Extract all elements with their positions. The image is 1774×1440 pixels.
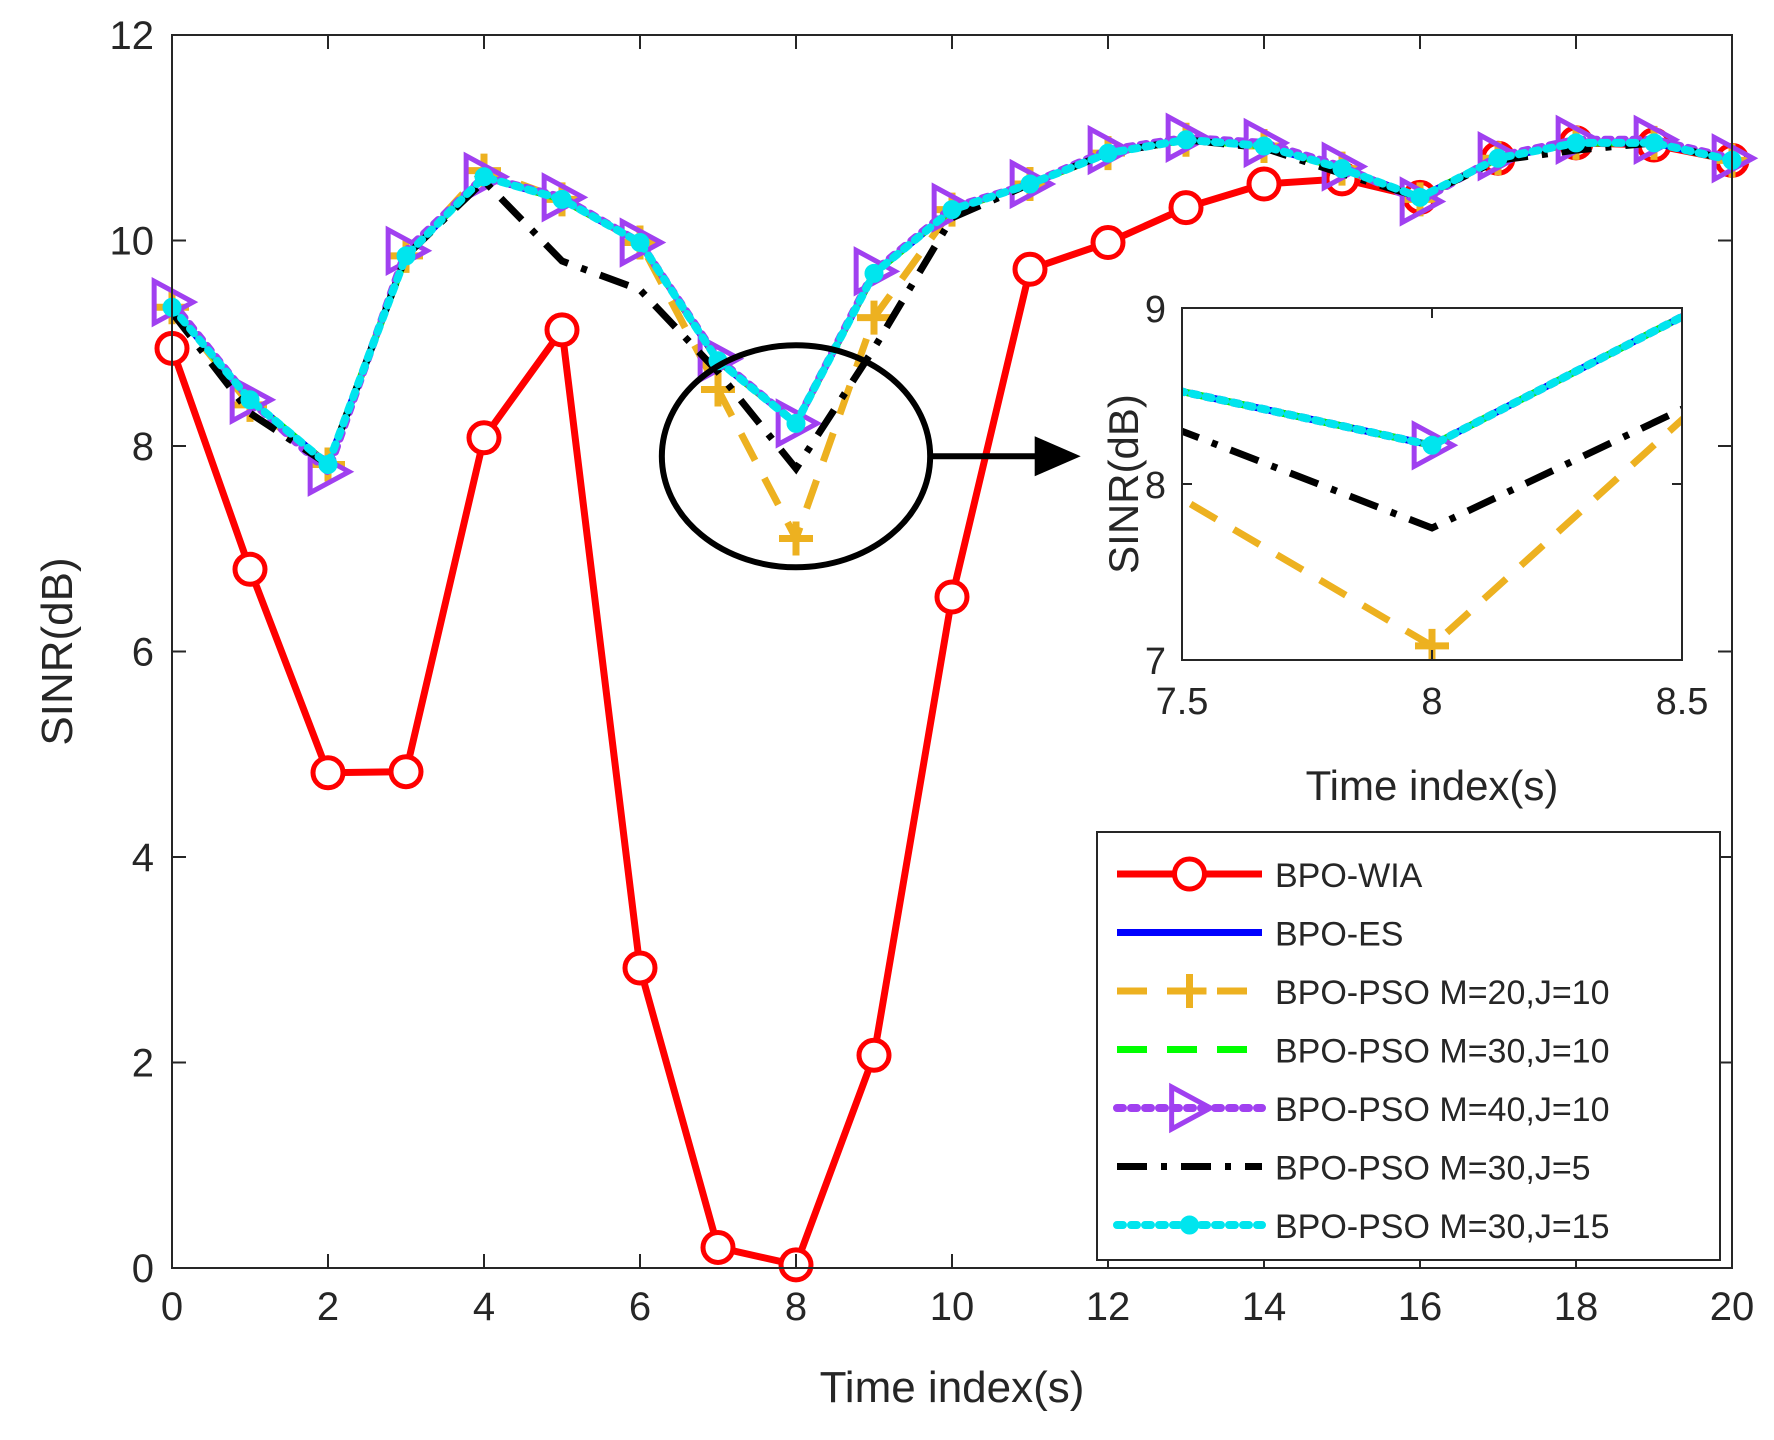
legend-label: BPO-PSO M=20,J=10 bbox=[1275, 974, 1610, 1012]
data-point-bpo-wia-14 bbox=[1246, 166, 1282, 202]
legend-label: BPO-PSO M=30,J=15 bbox=[1275, 1208, 1610, 1246]
inset-series-bpo-pso-m-30-j-5 bbox=[1182, 405, 1682, 532]
legend-swatch-marker bbox=[1172, 974, 1207, 1008]
y-tick-label: 10 bbox=[110, 220, 155, 264]
data-point-bpo-wia-2 bbox=[310, 755, 346, 791]
data-point-bpo-wia-11 bbox=[1012, 251, 1048, 287]
legend-entry-bpo-es: BPO-ES bbox=[1117, 916, 1403, 954]
data-point-bpo-wia-10 bbox=[934, 579, 970, 615]
inset-series-bpo-pso-m-30-j-15 bbox=[1182, 312, 1682, 455]
data-point-bpo-pso-m-30-j-15-4 bbox=[474, 167, 494, 187]
legend: BPO-WIA BPO-ES BPO-PSO M=20,J=10 BPO-PSO M=… bbox=[1096, 831, 1721, 1261]
tick-group: 0 2 4 6 8 10 12 14 16 18 20 0 2 4 6 8 10 12 bbox=[110, 14, 1755, 1329]
data-point-bpo-pso-m-40-j-10-6 bbox=[619, 217, 667, 268]
legend-entry-bpo-wia: BPO-WIA bbox=[1117, 856, 1423, 895]
series-group bbox=[151, 112, 1759, 1283]
inset-y-tick-label: 8 bbox=[1145, 465, 1166, 507]
legend-entry-bpo-pso-m-30-j-15: BPO-PSO M=30,J=15 bbox=[1113, 1208, 1610, 1246]
legend-entry-bpo-pso-m-30-j-10: BPO-PSO M=30,J=10 bbox=[1117, 1033, 1610, 1071]
data-point-bpo-pso-m-30-j-15-5 bbox=[552, 189, 572, 209]
data-point-bpo-pso-m-30-j-15-9 bbox=[864, 263, 884, 283]
y-tick-label: 4 bbox=[132, 836, 154, 880]
inset-y-axis-title: SINR(dB) bbox=[1100, 394, 1147, 574]
x-tick-label: 8 bbox=[785, 1285, 807, 1329]
data-point-bpo-pso-m-20-j-10-9 bbox=[857, 300, 891, 335]
y-tick-label: 6 bbox=[132, 631, 154, 675]
y-tick-label: 0 bbox=[132, 1247, 154, 1291]
data-point-bpo-pso-m-30-j-15-17 bbox=[1488, 148, 1508, 168]
data-point-bpo-wia-7 bbox=[700, 1229, 736, 1265]
data-point-bpo-pso-m-30-j-15-14 bbox=[1254, 136, 1274, 156]
inset-x-tick-label: 7.5 bbox=[1156, 681, 1209, 723]
x-tick-label: 18 bbox=[1554, 1285, 1599, 1329]
legend-swatch-marker bbox=[1169, 1082, 1216, 1134]
x-tick-label: 16 bbox=[1398, 1285, 1443, 1329]
annotation-group bbox=[658, 342, 1081, 571]
y-tick-label: 12 bbox=[110, 14, 155, 58]
data-point-bpo-wia-13 bbox=[1168, 190, 1204, 226]
zoom-arrow-head bbox=[1034, 436, 1081, 477]
legend-label: BPO-PSO M=30,J=10 bbox=[1275, 1033, 1610, 1071]
legend-entry-bpo-pso-m-20-j-10: BPO-PSO M=20,J=10 bbox=[1117, 974, 1610, 1012]
data-point-bpo-wia-3 bbox=[388, 754, 424, 790]
data-point-bpo-pso-m-20-j-10-8 bbox=[779, 521, 813, 556]
inset-x-tick-label: 8 bbox=[1421, 681, 1442, 723]
inset-y-tick-label: 7 bbox=[1145, 641, 1166, 683]
inset-tick-group: 7.5 8 8.5 7 8 9 bbox=[1145, 289, 1709, 723]
data-point-bpo-wia-4 bbox=[466, 420, 502, 456]
legend-label: BPO-WIA bbox=[1275, 857, 1423, 895]
data-point-bpo-wia-9 bbox=[856, 1037, 892, 1073]
legend-label: BPO-PSO M=40,J=10 bbox=[1275, 1091, 1610, 1129]
inset-plot: 7.5 8 8.5 7 8 9 Time index(s) SINR(dB) bbox=[1100, 289, 1709, 809]
data-point-bpo-pso-m-30-j-15-8 bbox=[786, 413, 806, 433]
x-tick-label: 4 bbox=[473, 1285, 495, 1329]
y-tick-label: 8 bbox=[132, 425, 154, 469]
data-point-bpo-pso-m-30-j-15-11 bbox=[1020, 174, 1040, 194]
data-point-bpo-pso-m-30-j-15-15 bbox=[1332, 159, 1352, 179]
data-point-bpo-pso-m-30-j-15-1 bbox=[240, 390, 260, 410]
inset-series-line-bpo-pso-m-30-j-5 bbox=[1182, 405, 1682, 532]
data-point-bpo-pso-m-30-j-15-3 bbox=[396, 246, 416, 266]
y-tick-label: 2 bbox=[132, 1042, 154, 1086]
inset-y-tick-label: 9 bbox=[1145, 289, 1166, 331]
inset-plot-area bbox=[1182, 308, 1682, 660]
x-tick-label: 12 bbox=[1086, 1285, 1131, 1329]
data-point-bpo-pso-m-30-j-15-2 bbox=[318, 454, 338, 474]
inset-data-point-bpo-pso-m-30-j-15 bbox=[1422, 435, 1442, 455]
legend-entry-bpo-pso-m-40-j-10: BPO-PSO M=40,J=10 bbox=[1113, 1082, 1610, 1134]
data-point-bpo-pso-m-30-j-15-6 bbox=[630, 233, 650, 253]
x-tick-label: 6 bbox=[629, 1285, 651, 1329]
data-point-bpo-pso-m-30-j-15-10 bbox=[942, 200, 962, 220]
x-tick-label: 2 bbox=[317, 1285, 339, 1329]
data-point-bpo-pso-m-30-j-15-18 bbox=[1566, 133, 1586, 153]
legend-label: BPO-ES bbox=[1275, 916, 1403, 954]
data-point-bpo-pso-m-30-j-15-13 bbox=[1176, 130, 1196, 150]
series-bpo-pso-m-30-j-15 bbox=[162, 130, 1742, 474]
data-point-bpo-wia-1 bbox=[232, 551, 268, 587]
legend-box bbox=[1096, 831, 1721, 1261]
data-point-bpo-pso-m-30-j-15-16 bbox=[1410, 187, 1430, 207]
x-axis-title: Time index(s) bbox=[820, 1363, 1085, 1412]
inset-x-axis-title: Time index(s) bbox=[1306, 762, 1559, 809]
legend-swatch-marker bbox=[1172, 856, 1207, 892]
x-tick-label: 0 bbox=[161, 1285, 183, 1329]
legend-swatch-marker bbox=[1180, 1215, 1199, 1235]
x-tick-label: 14 bbox=[1242, 1285, 1287, 1329]
data-point-bpo-wia-12 bbox=[1090, 225, 1126, 261]
inset-x-tick-label: 8.5 bbox=[1656, 681, 1709, 723]
x-tick-label: 10 bbox=[930, 1285, 975, 1329]
data-point-bpo-wia-6 bbox=[622, 950, 658, 986]
data-point-bpo-pso-m-40-j-10-1 bbox=[229, 374, 277, 425]
y-axis-title: SINR(dB) bbox=[33, 557, 82, 745]
legend-entry-bpo-pso-m-30-j-5: BPO-PSO M=30,J=5 bbox=[1117, 1150, 1591, 1188]
data-point-bpo-pso-m-30-j-15-19 bbox=[1644, 133, 1664, 153]
data-point-bpo-wia-5 bbox=[544, 312, 580, 348]
x-tick-label: 20 bbox=[1710, 1285, 1755, 1329]
data-point-bpo-pso-m-30-j-15-12 bbox=[1098, 143, 1118, 163]
legend-label: BPO-PSO M=30,J=5 bbox=[1275, 1150, 1591, 1188]
data-point-bpo-pso-m-40-j-10-11 bbox=[1009, 158, 1057, 210]
